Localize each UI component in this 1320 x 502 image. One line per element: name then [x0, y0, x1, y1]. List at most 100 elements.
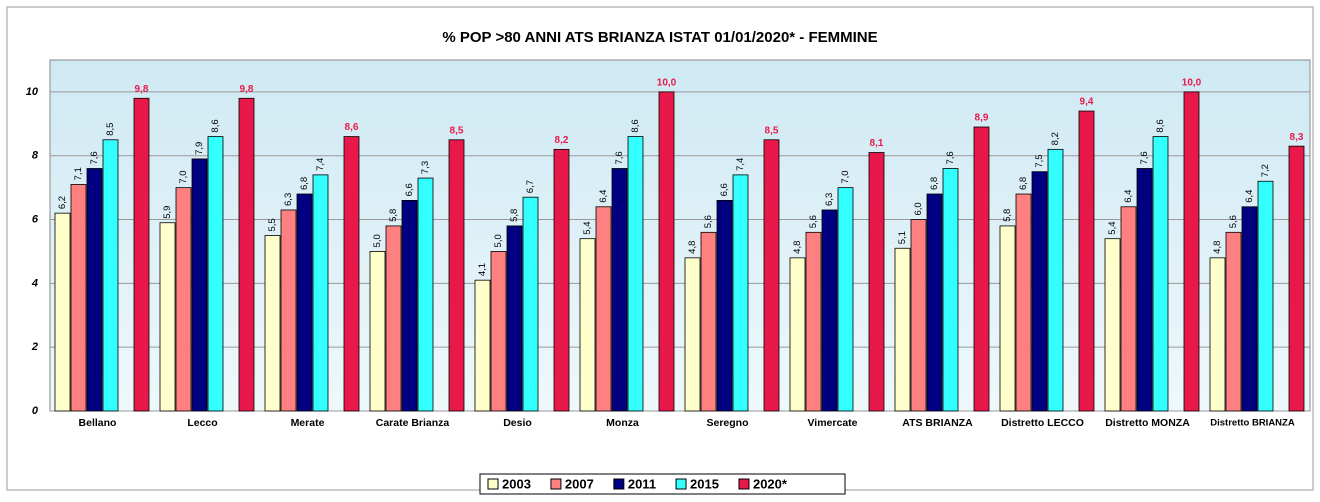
bar: [1241, 206, 1258, 412]
bar: [1225, 231, 1242, 412]
bar: [789, 257, 806, 412]
data-label: 4,8: [687, 241, 698, 254]
x-tick-label: Desio: [503, 417, 532, 429]
data-label: 5,4: [582, 221, 593, 234]
x-tick-label: Distretto MONZA: [1105, 417, 1190, 429]
bar: [910, 219, 927, 412]
legend-swatch: [675, 478, 687, 490]
bar: [658, 91, 675, 412]
data-label: 10,0: [657, 78, 677, 89]
legend-swatch: [613, 478, 625, 490]
data-label: 5,8: [509, 209, 520, 222]
bar: [1015, 193, 1032, 412]
data-label: 6,4: [1244, 190, 1255, 203]
data-label: 6,8: [929, 177, 940, 190]
bar: [312, 174, 329, 412]
data-label: 5,4: [1107, 221, 1118, 234]
data-label: 5,6: [703, 215, 714, 228]
bar: [506, 225, 523, 412]
x-tick-label: Distretto LECCO: [1001, 417, 1084, 429]
data-label: 8,9: [975, 113, 989, 124]
plot-area: [49, 59, 1311, 412]
data-label: 8,3: [1290, 132, 1304, 143]
legend-box: [479, 473, 846, 495]
legend-label: 2007: [565, 476, 594, 491]
data-label: 4,8: [1212, 241, 1223, 254]
bar: [343, 136, 360, 412]
x-tick-label: ATS BRIANZA: [902, 417, 973, 429]
data-label: 7,9: [194, 142, 205, 155]
bar: [296, 193, 313, 412]
data-label: 6,8: [299, 177, 310, 190]
legend-label: 2020*: [753, 476, 788, 491]
data-label: 8,6: [345, 122, 359, 133]
bar: [627, 136, 644, 412]
x-tick-label: Distretto BRIANZA: [1210, 418, 1295, 429]
bar: [894, 247, 911, 412]
data-label: 8,1: [870, 138, 884, 149]
bar: [926, 193, 943, 412]
bar: [805, 231, 822, 412]
bar: [86, 168, 103, 412]
data-label: 5,6: [808, 215, 819, 228]
bar: [448, 139, 465, 412]
data-label: 5,0: [372, 234, 383, 247]
bar: [763, 139, 780, 412]
bar: [1031, 171, 1048, 412]
bar: [102, 139, 119, 412]
data-label: 8,2: [1050, 132, 1061, 145]
data-label: 7,0: [840, 170, 851, 183]
data-label: 5,5: [267, 218, 278, 231]
data-label: 8,6: [630, 119, 641, 132]
bar: [1183, 91, 1200, 412]
y-tick-label: 4: [31, 277, 38, 289]
data-label: 8,6: [1155, 119, 1166, 132]
bar: [732, 174, 749, 412]
bar: [553, 148, 570, 412]
bar: [595, 206, 612, 412]
data-label: 7,5: [1034, 154, 1045, 167]
x-tick-label: Lecco: [187, 417, 217, 429]
legend-label: 2015: [690, 476, 719, 491]
legend-swatch: [550, 478, 562, 490]
bar: [1288, 145, 1305, 412]
x-tick-label: Carate Brianza: [376, 417, 450, 429]
bar: [1209, 257, 1226, 412]
legend-label: 2003: [502, 476, 531, 491]
bar: [401, 199, 418, 412]
data-label: 6,6: [719, 183, 730, 196]
bar: [716, 199, 733, 412]
data-label: 7,6: [1139, 151, 1150, 164]
data-label: 5,1: [897, 231, 908, 244]
data-label: 7,6: [614, 151, 625, 164]
data-label: 6,6: [404, 183, 415, 196]
data-label: 5,6: [1228, 215, 1239, 228]
bar: [54, 212, 71, 412]
data-label: 6,4: [1123, 190, 1134, 203]
data-label: 9,8: [135, 84, 149, 95]
bar: [868, 152, 885, 412]
data-label: 8,5: [765, 125, 779, 136]
x-tick-label: Merate: [291, 417, 325, 429]
data-label: 6,2: [57, 196, 68, 209]
bar: [1136, 168, 1153, 412]
bar: [611, 168, 628, 412]
legend-label: 2011: [628, 476, 656, 491]
data-label: 10,0: [1182, 78, 1202, 89]
chart-title: % POP >80 ANNI ATS BRIANZA ISTAT 01/01/2…: [442, 29, 877, 46]
bar: [191, 158, 208, 412]
bar: [1078, 110, 1095, 412]
y-tick-label: 10: [26, 86, 39, 98]
data-label: 6,8: [1018, 177, 1029, 190]
bar: [942, 168, 959, 412]
data-label: 6,3: [283, 193, 294, 206]
data-label: 8,2: [555, 135, 569, 146]
data-label: 8,5: [450, 125, 464, 136]
data-label: 7,1: [73, 167, 84, 180]
x-tick-label: Vimercate: [807, 417, 857, 429]
bar: [522, 196, 539, 412]
data-label: 7,3: [420, 161, 431, 174]
data-label: 4,1: [477, 263, 488, 276]
data-label: 6,4: [598, 190, 609, 203]
